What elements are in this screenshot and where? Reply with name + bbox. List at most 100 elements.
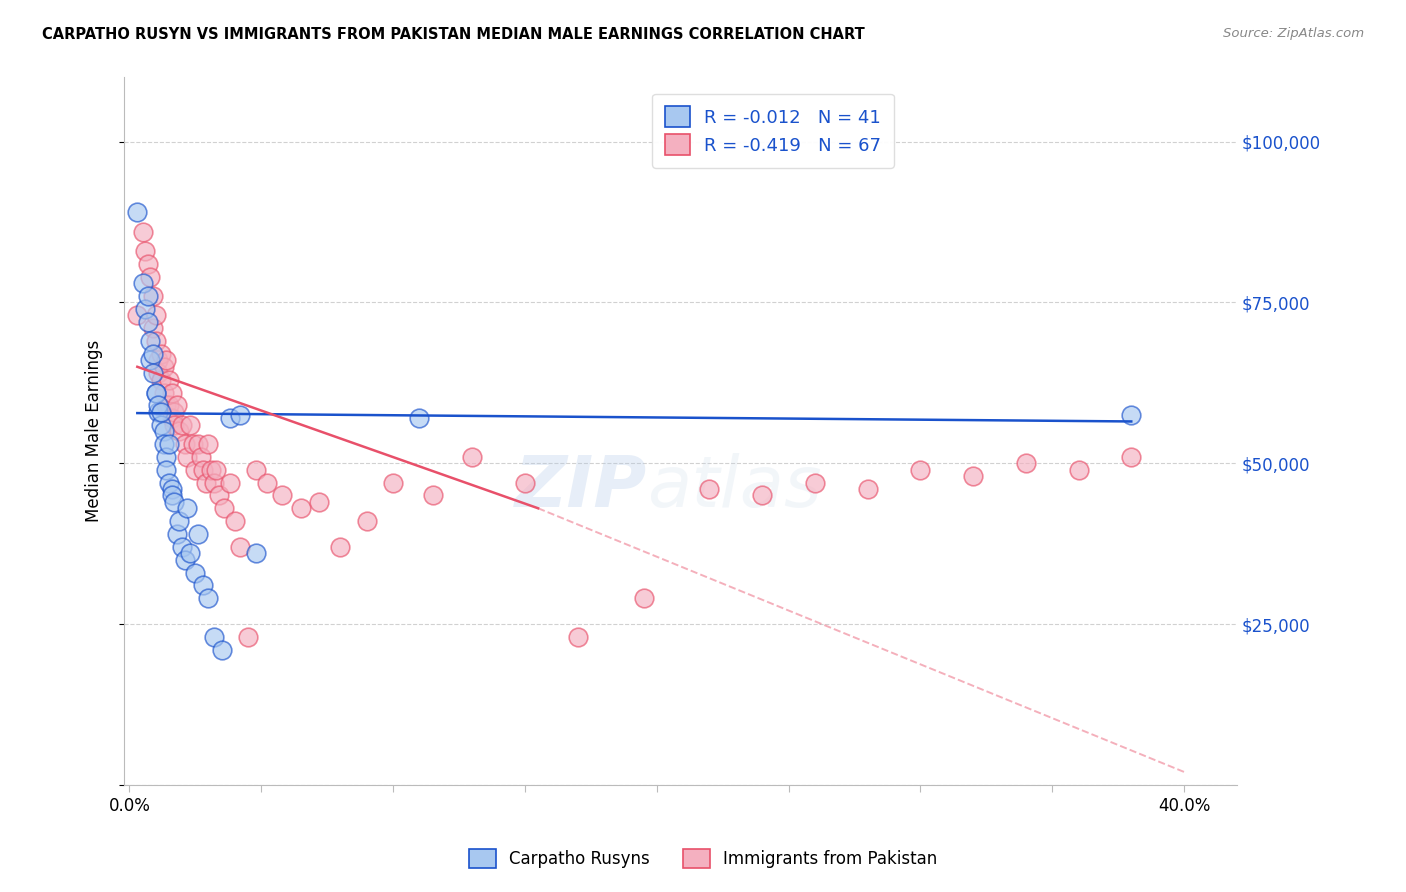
- Point: [856, 482, 879, 496]
- Point: [148, 398, 170, 412]
- Point: [1067, 463, 1090, 477]
- Point: [194, 475, 217, 490]
- Point: [245, 546, 267, 560]
- Point: [145, 385, 167, 400]
- Point: [205, 463, 228, 477]
- Point: [152, 437, 174, 451]
- Point: [962, 469, 984, 483]
- Point: [150, 417, 173, 432]
- Point: [187, 527, 209, 541]
- Text: Source: ZipAtlas.com: Source: ZipAtlas.com: [1223, 27, 1364, 40]
- Point: [271, 488, 294, 502]
- Point: [155, 353, 177, 368]
- Point: [145, 334, 167, 348]
- Point: [166, 527, 188, 541]
- Point: [218, 475, 240, 490]
- Point: [152, 424, 174, 438]
- Point: [179, 417, 201, 432]
- Point: [461, 450, 484, 464]
- Point: [224, 514, 246, 528]
- Point: [136, 289, 159, 303]
- Point: [190, 450, 212, 464]
- Point: [131, 276, 153, 290]
- Point: [148, 405, 170, 419]
- Point: [148, 366, 170, 380]
- Point: [136, 257, 159, 271]
- Point: [236, 630, 259, 644]
- Point: [184, 463, 207, 477]
- Point: [127, 205, 149, 219]
- Point: [139, 269, 162, 284]
- Point: [633, 591, 655, 606]
- Point: [329, 540, 352, 554]
- Point: [173, 552, 195, 566]
- Point: [172, 540, 194, 554]
- Point: [200, 463, 222, 477]
- Point: [184, 566, 207, 580]
- Point: [155, 450, 177, 464]
- Point: [160, 385, 183, 400]
- Point: [176, 450, 198, 464]
- Point: [172, 417, 194, 432]
- Point: [169, 514, 191, 528]
- Point: [181, 437, 204, 451]
- Point: [157, 437, 180, 451]
- Point: [134, 301, 156, 316]
- Y-axis label: Median Male Earnings: Median Male Earnings: [86, 340, 103, 522]
- Point: [202, 630, 225, 644]
- Point: [148, 353, 170, 368]
- Point: [139, 353, 162, 368]
- Point: [145, 309, 167, 323]
- Point: [214, 501, 236, 516]
- Point: [513, 475, 536, 490]
- Legend: R = -0.012   N = 41, R = -0.419   N = 67: R = -0.012 N = 41, R = -0.419 N = 67: [652, 94, 894, 168]
- Text: atlas: atlas: [647, 453, 821, 522]
- Point: [127, 309, 149, 323]
- Point: [160, 488, 183, 502]
- Point: [1121, 408, 1143, 422]
- Point: [163, 495, 186, 509]
- Legend: Carpatho Rusyns, Immigrants from Pakistan: Carpatho Rusyns, Immigrants from Pakista…: [463, 842, 943, 875]
- Point: [142, 347, 165, 361]
- Point: [193, 578, 215, 592]
- Point: [208, 488, 231, 502]
- Point: [804, 475, 827, 490]
- Point: [173, 437, 195, 451]
- Point: [290, 501, 312, 516]
- Point: [145, 385, 167, 400]
- Point: [751, 488, 773, 502]
- Point: [187, 437, 209, 451]
- Point: [910, 463, 932, 477]
- Point: [150, 373, 173, 387]
- Point: [179, 546, 201, 560]
- Point: [134, 244, 156, 258]
- Point: [157, 373, 180, 387]
- Point: [150, 405, 173, 419]
- Point: [202, 475, 225, 490]
- Point: [308, 495, 330, 509]
- Point: [142, 289, 165, 303]
- Point: [157, 475, 180, 490]
- Point: [131, 225, 153, 239]
- Point: [1015, 456, 1038, 470]
- Text: CARPATHO RUSYN VS IMMIGRANTS FROM PAKISTAN MEDIAN MALE EARNINGS CORRELATION CHAR: CARPATHO RUSYN VS IMMIGRANTS FROM PAKIST…: [42, 27, 865, 42]
- Point: [169, 424, 191, 438]
- Point: [142, 366, 165, 380]
- Point: [142, 321, 165, 335]
- Point: [155, 463, 177, 477]
- Point: [152, 359, 174, 374]
- Point: [160, 411, 183, 425]
- Point: [211, 642, 233, 657]
- Point: [136, 315, 159, 329]
- Point: [139, 334, 162, 348]
- Point: [218, 411, 240, 425]
- Point: [256, 475, 278, 490]
- Point: [163, 417, 186, 432]
- Point: [229, 540, 252, 554]
- Point: [197, 437, 219, 451]
- Point: [245, 463, 267, 477]
- Point: [567, 630, 589, 644]
- Point: [193, 463, 215, 477]
- Point: [197, 591, 219, 606]
- Point: [176, 501, 198, 516]
